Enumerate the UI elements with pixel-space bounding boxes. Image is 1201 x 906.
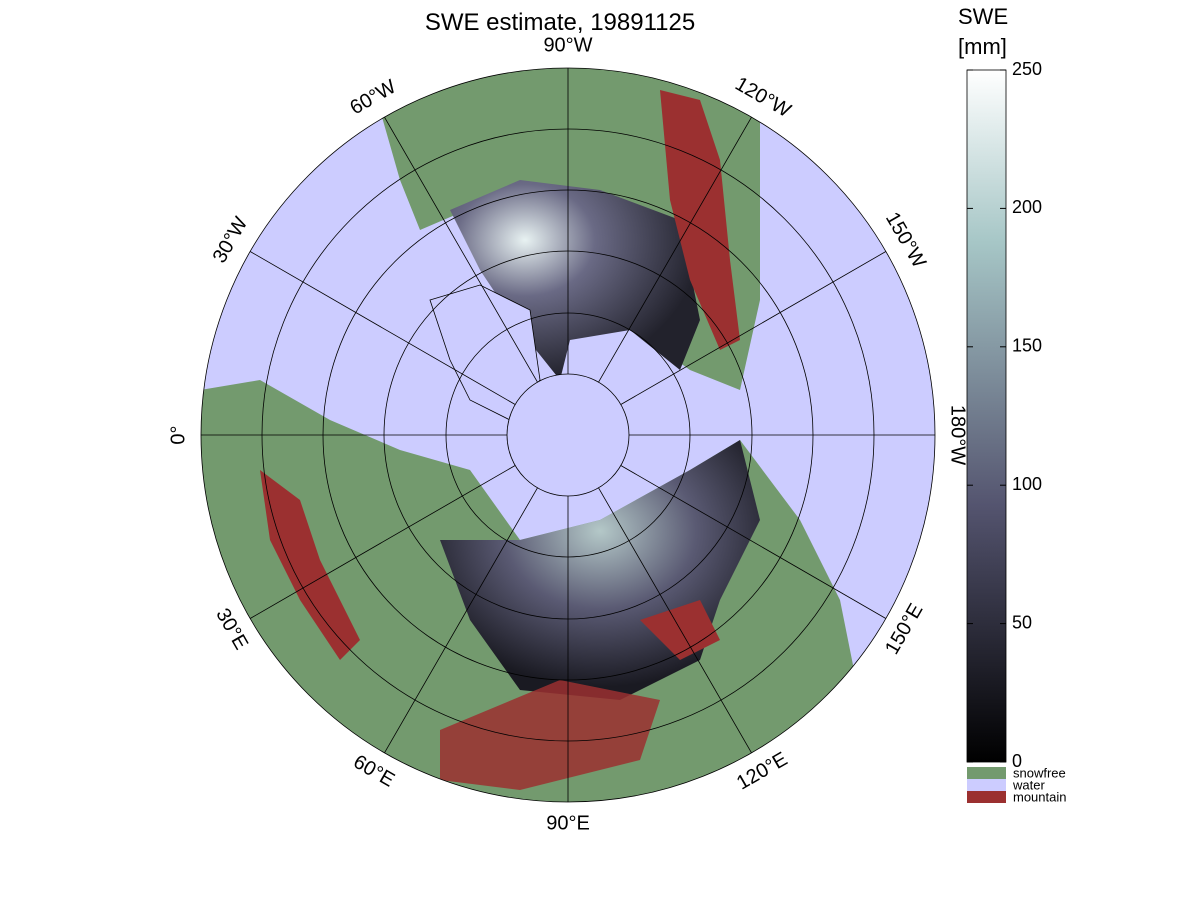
colorbar-title: [mm] <box>958 34 1007 59</box>
meridian <box>249 465 516 619</box>
legend-label: mountain <box>1013 789 1066 804</box>
snow-cover <box>450 180 700 380</box>
mountain <box>640 600 720 660</box>
colorbar-tick-label: 0 <box>1012 751 1022 771</box>
meridian <box>598 116 752 383</box>
meridian <box>620 465 887 619</box>
colorbar-tick-label: 200 <box>1012 197 1042 217</box>
longitude-label: 90°W <box>543 34 592 56</box>
mountain <box>440 680 660 790</box>
colorbar-title: SWE <box>958 4 1008 29</box>
longitude-label: 0° <box>167 425 189 444</box>
legend-swatch <box>967 791 1006 803</box>
map <box>201 68 935 802</box>
longitude-label: 60°E <box>349 751 398 792</box>
colorbar-tick-label: 50 <box>1012 612 1032 632</box>
colorbar-tick-label: 250 <box>1012 59 1042 79</box>
legend-swatch <box>967 779 1006 791</box>
meridian <box>384 116 538 383</box>
graticule <box>200 67 936 803</box>
longitude-label: 90°E <box>546 812 590 834</box>
mountain <box>660 90 740 350</box>
pole-hole <box>507 374 629 496</box>
longitude-label: 30°E <box>211 605 252 654</box>
colorbar <box>966 69 1007 763</box>
colorbar-tick-label: 100 <box>1012 474 1042 494</box>
meridian <box>384 487 538 754</box>
mountain <box>260 470 360 660</box>
title: SWE estimate, 19891125 <box>425 9 695 36</box>
legend-label: water <box>1012 777 1045 792</box>
meridian <box>249 251 516 405</box>
meridian <box>620 251 887 405</box>
meridian <box>598 487 752 754</box>
legend-label: snowfree <box>1013 765 1066 780</box>
legend-swatch <box>967 767 1006 779</box>
colorbar-tick-label: 150 <box>1012 336 1042 356</box>
longitude-label: 180°W <box>947 405 969 465</box>
